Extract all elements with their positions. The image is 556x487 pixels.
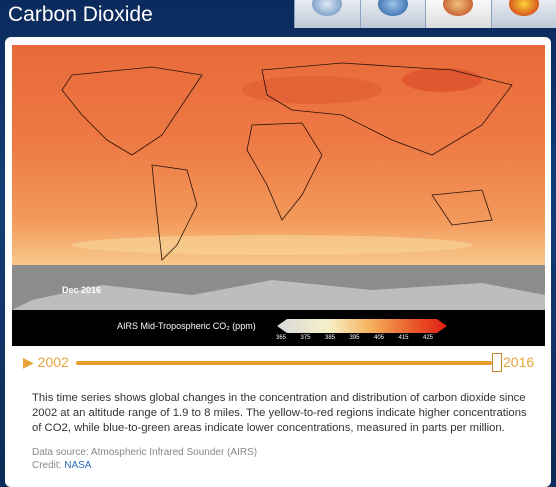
tab[interactable] (360, 0, 426, 28)
tabs (294, 0, 556, 28)
co2-map (12, 45, 545, 346)
data-source: Data source: Atmospheric Infrared Sounde… (32, 447, 257, 458)
colorbar-tick: 415 (399, 335, 409, 341)
colorbar-label: AIRS Mid-Tropospheric CO₂ (ppm) (117, 321, 256, 331)
colorbar (277, 319, 447, 333)
colorbar-tick: 405 (374, 335, 384, 341)
slider-handle[interactable] (492, 353, 502, 372)
credit-link[interactable]: NASA (64, 460, 91, 471)
content-panel: Dec 2016 AIRS Mid-Tropospheric CO₂ (ppm)… (5, 37, 551, 487)
time-slider: ▶ 2002 2016 (13, 353, 543, 373)
slider-track[interactable] (76, 361, 492, 365)
colorbar-tick: 375 (301, 335, 311, 341)
slider-start: ▶ 2002 (23, 354, 69, 371)
colorbar-tick: 365 (276, 335, 286, 341)
page-title: Carbon Dioxide (8, 3, 153, 27)
tab[interactable] (491, 0, 556, 28)
credit: Credit: NASA (32, 460, 91, 471)
slider-end: 2016 (503, 354, 534, 370)
colorbar-tick: 385 (325, 335, 335, 341)
tab[interactable] (294, 0, 360, 28)
description: This time series shows global changes in… (32, 391, 532, 436)
tab[interactable] (425, 0, 491, 28)
colorbar-tick: 395 (350, 335, 360, 341)
credit-label: Credit: (32, 460, 61, 471)
slider-start-year: 2002 (38, 354, 69, 370)
map-date: Dec 2016 (62, 285, 101, 295)
colorbar-tick: 425 (423, 335, 433, 341)
